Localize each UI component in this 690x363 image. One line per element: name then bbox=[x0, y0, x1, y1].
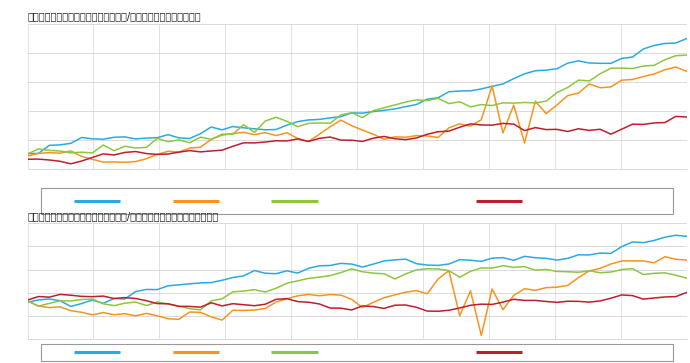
Point bbox=[116, 198, 124, 203]
Point bbox=[518, 350, 526, 355]
Point bbox=[267, 198, 275, 203]
Point bbox=[471, 198, 480, 203]
Point bbox=[313, 198, 322, 203]
Point bbox=[168, 198, 177, 203]
Point bbox=[518, 198, 526, 203]
Point bbox=[215, 198, 223, 203]
Point bbox=[313, 350, 322, 355]
FancyBboxPatch shape bbox=[41, 188, 673, 213]
Point bbox=[116, 350, 124, 355]
Text: 不動産価格指数（商業用不動産・総合/用途別・季節調整値）三大都市圏: 不動産価格指数（商業用不動産・総合/用途別・季節調整値）三大都市圏 bbox=[28, 211, 219, 221]
Point bbox=[267, 350, 275, 355]
FancyBboxPatch shape bbox=[41, 344, 673, 361]
Text: 不動産価格指数（商業用不動産・総合/用途別・季節調整値）全国: 不動産価格指数（商業用不動産・総合/用途別・季節調整値）全国 bbox=[28, 11, 201, 21]
Point bbox=[168, 350, 177, 355]
Point bbox=[471, 350, 480, 355]
Point bbox=[70, 198, 78, 203]
Point bbox=[215, 350, 223, 355]
Point bbox=[70, 350, 78, 355]
